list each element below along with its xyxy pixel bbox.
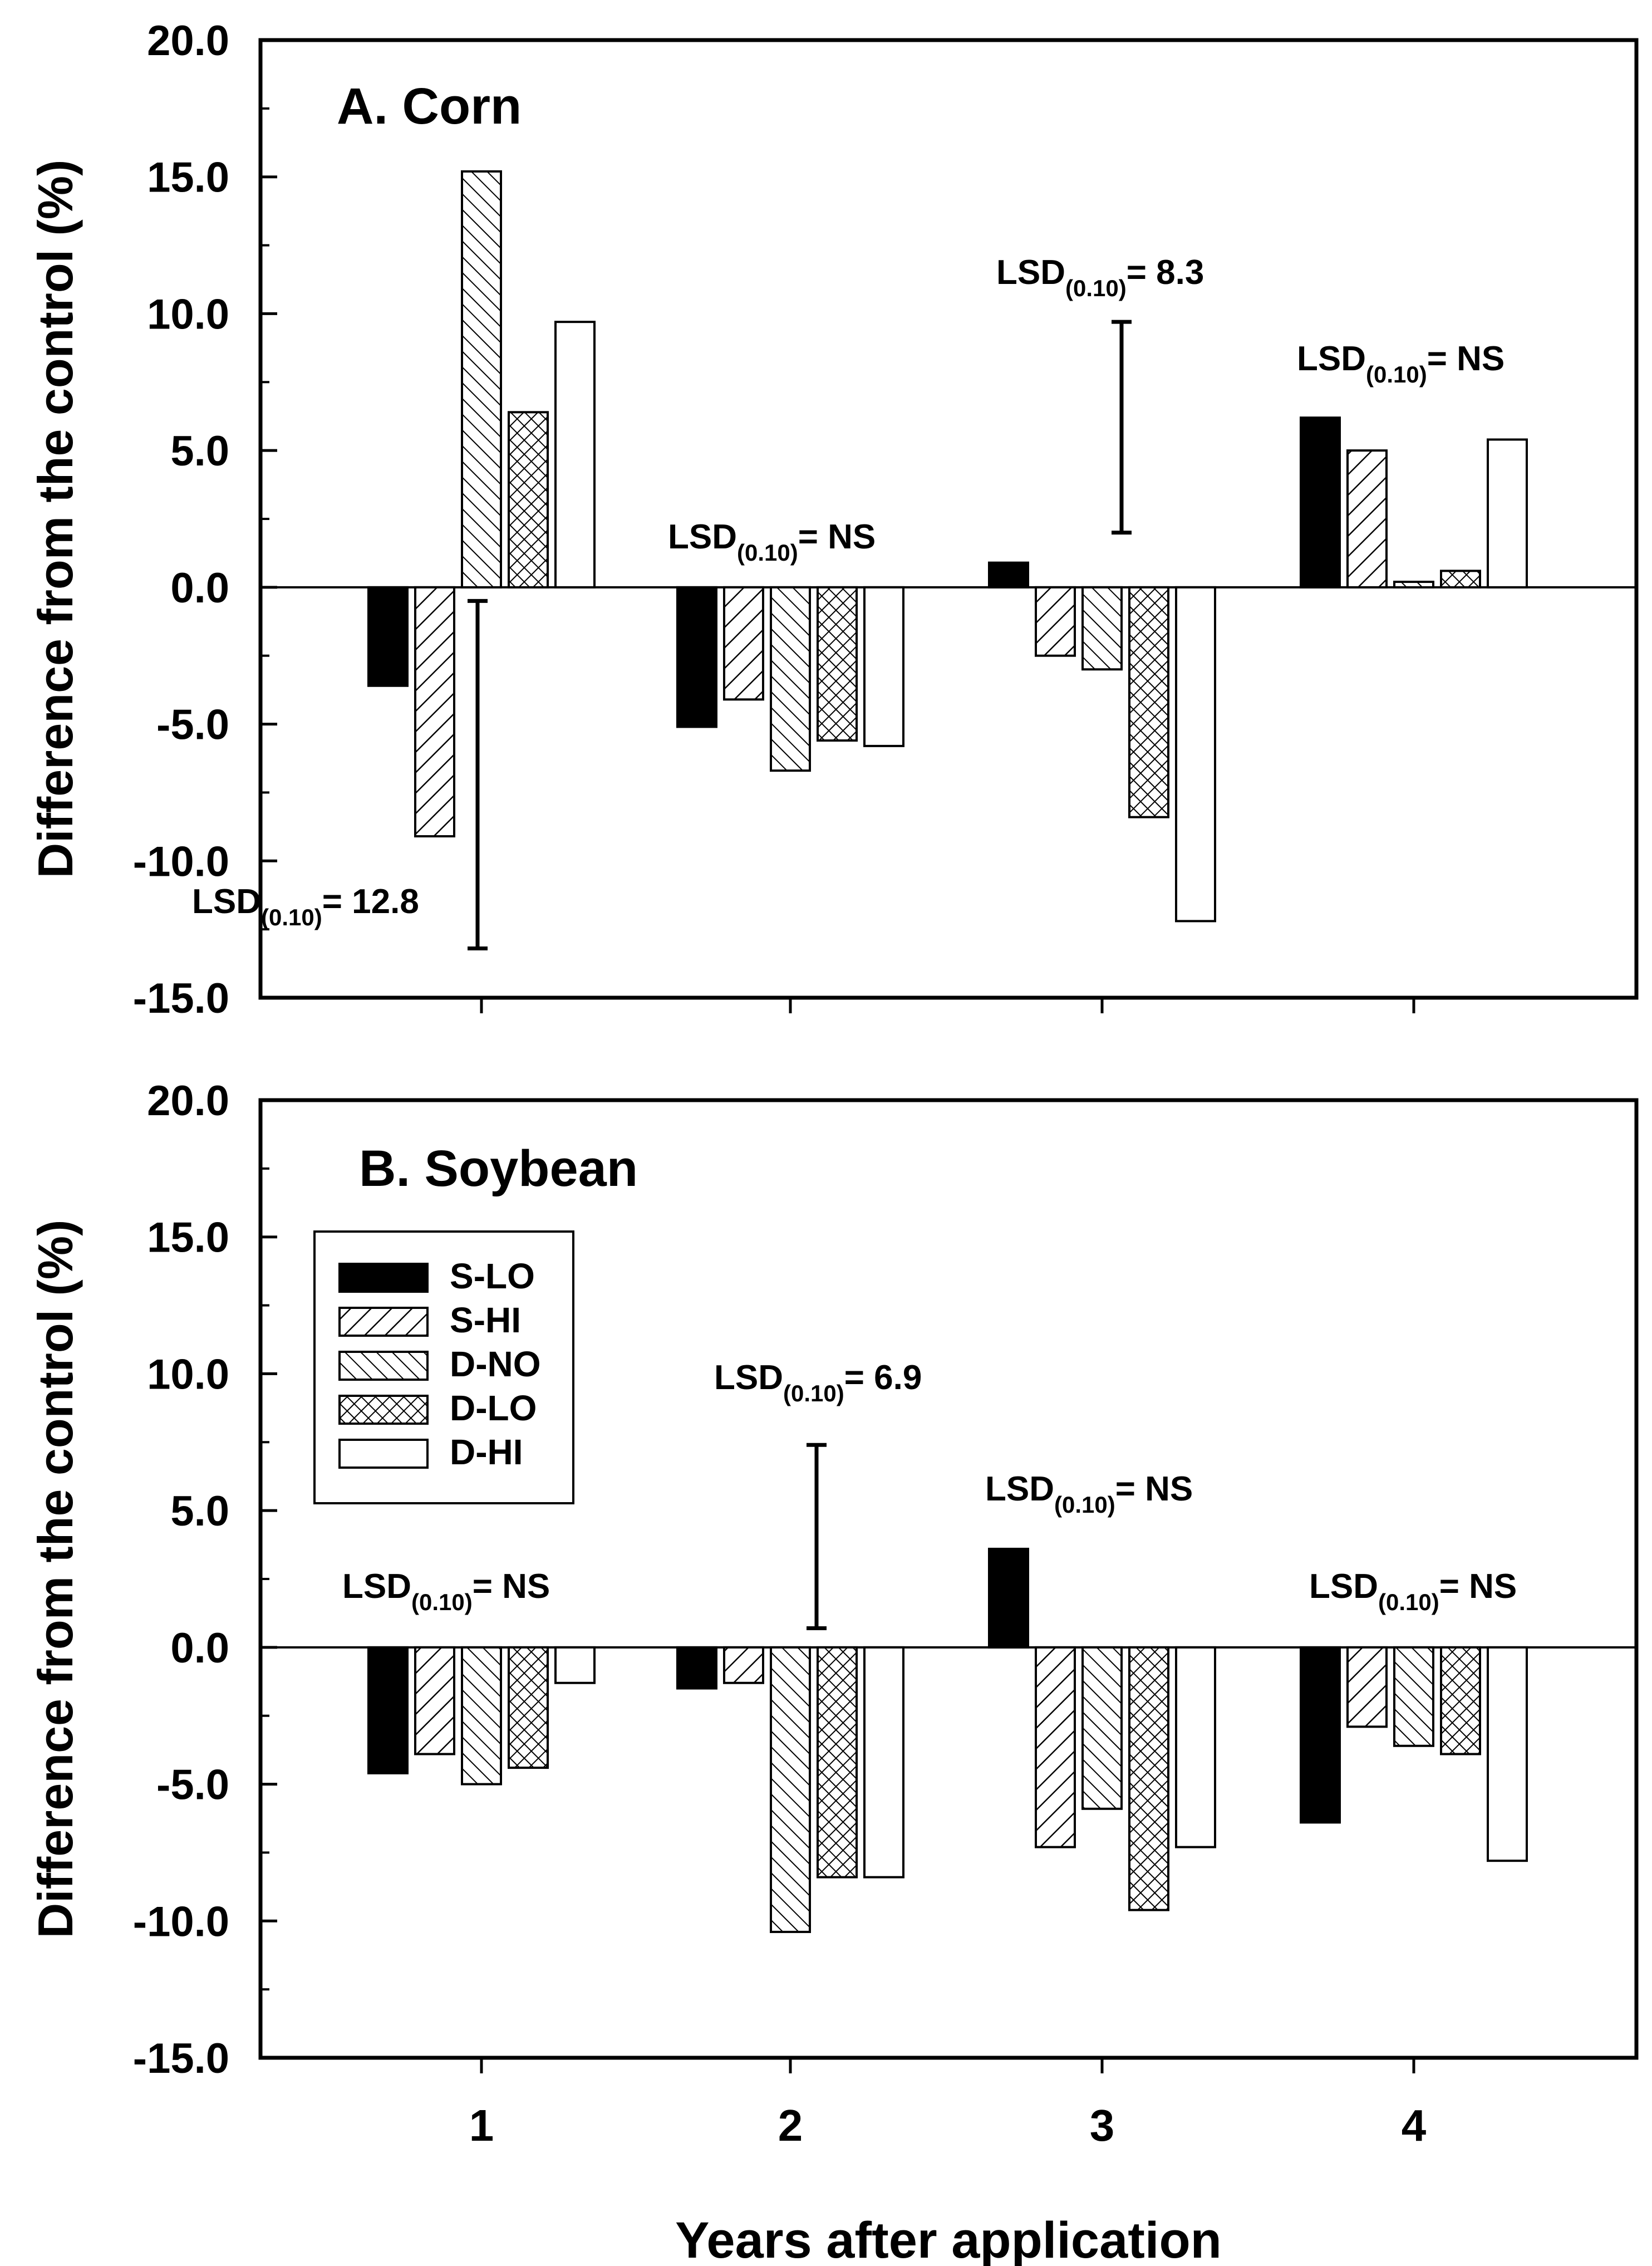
legend-label-s-lo: S-LO — [450, 1256, 535, 1296]
y-tick-label: -10.0 — [133, 1898, 229, 1945]
y-tick-label: -10.0 — [133, 838, 229, 885]
bar-d-no-year-2 — [770, 586, 811, 772]
bar-d-hi-year-4 — [1487, 1646, 1528, 1862]
legend-swatch-s-hi — [338, 1307, 429, 1337]
y-tick-label: 0.0 — [170, 565, 229, 612]
y-tick-label: 20.0 — [147, 17, 229, 65]
bar-d-no-year-3 — [1081, 586, 1123, 671]
bar-s-hi-year-2 — [723, 1646, 764, 1684]
panel-a-corn: A. Corn 20.0 15.0 10.0 5.0 0.0 -5.0 -10.0 -15.0… — [133, 17, 1639, 1022]
x-ticks-a — [480, 998, 1415, 1013]
lsd-label-year-2: LSD(0.10)= NS — [668, 518, 876, 566]
lsd-annotations-a: LSD(0.10)= 12.8 LSD(0.10)= NS LSD(0.10)= 8… — [192, 253, 1504, 951]
panel-title-a: A. Corn — [337, 78, 522, 135]
lsd-label-year-2: LSD(0.10)= 6.9 — [714, 1358, 922, 1406]
legend: S-LOS-HID-NOD-LOD-HI — [313, 1230, 574, 1504]
lsd-label-year-4: LSD(0.10)= NS — [1309, 1567, 1517, 1615]
bar-d-no-year-4 — [1393, 581, 1434, 588]
bar-s-lo-year-2 — [676, 586, 717, 728]
bar-d-hi-year-2 — [863, 586, 904, 747]
bar-d-hi-year-4 — [1487, 438, 1528, 588]
x-category-label: 4 — [1402, 2101, 1427, 2150]
bar-s-lo-year-4 — [1300, 1646, 1341, 1824]
bar-d-lo-year-1 — [508, 411, 549, 588]
bar-d-no-year-1 — [461, 1646, 502, 1786]
bar-s-hi-year-1 — [414, 586, 455, 838]
legend-swatch-s-lo — [338, 1263, 429, 1293]
y-axis-label-a: Difference from the control (%) — [28, 160, 83, 879]
lsd-label-year-3: LSD(0.10)= NS — [985, 1470, 1193, 1518]
bar-d-hi-year-2 — [863, 1646, 904, 1878]
bar-d-lo-year-4 — [1440, 1646, 1481, 1755]
y-tick-label: -15.0 — [133, 975, 229, 1022]
panel-title-b: B. Soybean — [359, 1140, 638, 1197]
bar-s-lo-year-1 — [367, 1646, 409, 1774]
y-tick-label: 5.0 — [170, 1488, 229, 1535]
bars-b — [367, 1547, 1528, 1933]
bar-d-hi-year-3 — [1175, 1646, 1216, 1848]
bar-s-hi-year-3 — [1035, 1646, 1076, 1848]
bars-a — [367, 170, 1528, 923]
x-category-label: 1 — [469, 2101, 494, 2150]
lsd-label-year-1: LSD(0.10)= 12.8 — [192, 882, 419, 930]
lsd-label-year-3: LSD(0.10)= 8.3 — [996, 253, 1204, 301]
y-tick-label: 5.0 — [170, 428, 229, 475]
x-ticks-b — [480, 2058, 1415, 2073]
bar-d-hi-year-3 — [1175, 586, 1216, 923]
legend-swatch-d-lo — [338, 1395, 429, 1425]
y-tick-label: 0.0 — [170, 1625, 229, 1672]
lsd-label-year-4: LSD(0.10)= NS — [1297, 340, 1504, 388]
y-tick-label: 15.0 — [147, 154, 229, 202]
x-axis-label: Years after application — [675, 2212, 1222, 2266]
y-axis-b: 20.0 15.0 10.0 5.0 0.0 -5.0 -10.0 -15.0 — [133, 1077, 277, 2082]
bar-d-lo-year-3 — [1128, 586, 1169, 818]
bar-d-lo-year-2 — [817, 586, 858, 742]
x-category-label: 2 — [778, 2101, 803, 2150]
bar-d-no-year-3 — [1081, 1646, 1123, 1810]
y-tick-label: 15.0 — [147, 1214, 229, 1262]
bar-s-lo-year-3 — [988, 1547, 1029, 1649]
legend-label-s-hi: S-HI — [450, 1300, 521, 1340]
legend-label-d-hi: D-HI — [450, 1432, 523, 1472]
bar-s-lo-year-3 — [988, 561, 1029, 588]
bar-d-lo-year-2 — [817, 1646, 858, 1878]
x-category-label: 3 — [1090, 2101, 1115, 2150]
y-axis-label-b: Difference from the control (%) — [28, 1220, 83, 1939]
bar-d-no-year-2 — [770, 1646, 811, 1933]
panel-b-soybean: B. Soybean 20.0 15.0 10.0 5.0 0.0 -5.0 -10.0 -1… — [133, 1077, 1639, 2082]
bar-s-hi-year-2 — [723, 586, 764, 701]
legend-swatch-d-no — [338, 1351, 429, 1381]
legend-swatch-d-hi — [338, 1439, 429, 1469]
lsd-annotations-b: LSD(0.10)= NS LSD(0.10)= 6.9 LSD(0.10)= NS… — [342, 1358, 1517, 1630]
bar-d-no-year-4 — [1393, 1646, 1434, 1747]
y-tick-label: 10.0 — [147, 1351, 229, 1398]
legend-label-d-lo: D-LO — [450, 1388, 537, 1428]
bar-s-lo-year-1 — [367, 586, 409, 687]
bar-d-lo-year-1 — [508, 1646, 549, 1769]
bar-s-hi-year-4 — [1346, 1646, 1388, 1728]
y-tick-label: -5.0 — [156, 702, 229, 749]
y-axis-a: 20.0 15.0 10.0 5.0 0.0 -5.0 -10.0 -15.0 — [133, 17, 277, 1022]
bar-s-lo-year-4 — [1300, 416, 1341, 588]
bar-d-lo-year-4 — [1440, 570, 1481, 588]
bar-d-lo-year-3 — [1128, 1646, 1169, 1911]
bar-s-lo-year-2 — [676, 1646, 717, 1690]
y-tick-label: -5.0 — [156, 1762, 229, 1809]
bar-d-hi-year-1 — [554, 1646, 596, 1684]
bar-d-no-year-1 — [461, 170, 502, 588]
x-axis-categories: 1 2 3 4 — [469, 2101, 1427, 2150]
bar-s-hi-year-3 — [1035, 586, 1076, 657]
legend-label-d-no: D-NO — [450, 1344, 541, 1384]
lsd-label-year-1: LSD(0.10)= NS — [342, 1567, 550, 1615]
y-tick-label: 20.0 — [147, 1077, 229, 1125]
y-tick-label: 10.0 — [147, 291, 229, 338]
bar-s-hi-year-4 — [1346, 449, 1388, 588]
y-tick-label: -15.0 — [133, 2035, 229, 2082]
bar-s-hi-year-1 — [414, 1646, 455, 1755]
bar-d-hi-year-1 — [554, 321, 596, 588]
